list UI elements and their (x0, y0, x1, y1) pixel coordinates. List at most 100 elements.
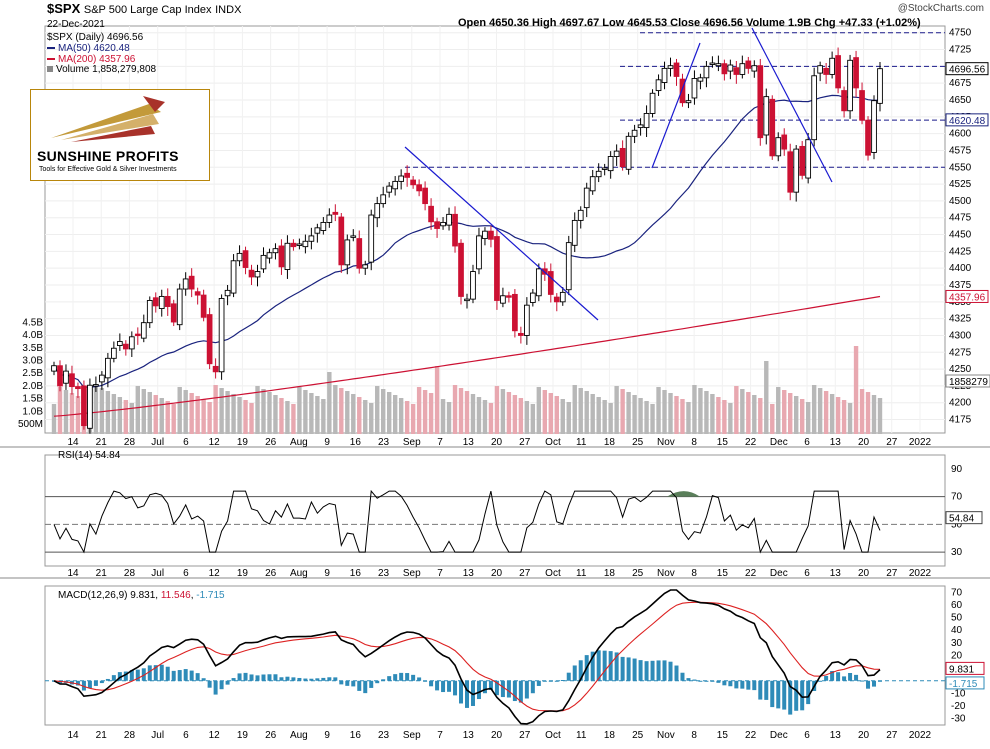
macd-histogram-bar (698, 680, 703, 682)
candle-body (643, 113, 650, 129)
price-x-label: 13 (830, 437, 842, 448)
macd-histogram-bar (267, 674, 272, 681)
macd-tick-label: 40 (951, 625, 963, 636)
macd-histogram-bar (512, 680, 517, 702)
price-x-label: 19 (237, 437, 249, 448)
macd-histogram-bar (375, 680, 380, 684)
volume-bar (440, 399, 446, 434)
macd-histogram-bar (866, 680, 871, 689)
candle-body (691, 78, 698, 99)
candle-body (332, 211, 339, 215)
candle-body (140, 322, 147, 339)
candle-body (176, 288, 183, 326)
macd-value-box (945, 661, 985, 675)
macd-histogram-bar (465, 680, 469, 708)
candle-body (793, 148, 800, 193)
candle-body (93, 384, 99, 387)
macd-histogram-bar (596, 650, 601, 681)
volume-bar (452, 385, 458, 434)
price-x-label: Dec (770, 437, 788, 448)
candle-body (254, 271, 261, 278)
candle-body (111, 347, 117, 359)
rsi-x-label: 26 (265, 568, 277, 579)
macd-histogram-bar (195, 673, 200, 681)
price-tick-label: 4525 (949, 179, 972, 190)
candle-body (386, 185, 393, 193)
volume-bar (315, 396, 320, 434)
candle-body (464, 298, 470, 302)
price-tick-label: 4425 (949, 246, 972, 257)
symbol: $SPX (47, 1, 81, 16)
candle-body (428, 205, 434, 223)
macd-histogram-bar (345, 680, 350, 686)
candle-body (859, 90, 865, 121)
candle-body (583, 187, 590, 209)
volume-bar (644, 401, 649, 434)
price-tick-label: 4325 (949, 314, 972, 325)
macd-histogram-bar (207, 680, 212, 688)
macd-x-label: 22 (745, 730, 757, 741)
candle-body (494, 236, 500, 301)
price-tick-label: 4650 (949, 95, 972, 106)
volume-bar (446, 402, 452, 434)
macd-histogram-bar (123, 671, 128, 681)
macd-histogram-bar (441, 680, 446, 693)
macd-x-label: Jul (151, 730, 164, 741)
sunshine-profits-logo: SUNSHINE PROFITS Tools for Effective Gol… (30, 89, 210, 181)
rsi-tick-label: 50 (951, 519, 963, 530)
candle-body (75, 386, 81, 390)
macd-tick-label: 50 (951, 613, 963, 624)
volume-bar (740, 389, 745, 434)
macd-histogram-bar (800, 680, 805, 711)
macd-histogram-bar (494, 680, 499, 696)
volume-bar (51, 404, 57, 434)
rsi-x-label: Dec (770, 568, 788, 579)
candle-body (607, 156, 614, 172)
macd-histogram-bar (578, 660, 583, 681)
candle-body (853, 57, 859, 89)
candle-body (440, 221, 446, 227)
macd-histogram-bar (518, 680, 523, 703)
macd-histogram-bar (417, 677, 422, 681)
candle-body (721, 63, 728, 75)
volume-bar (219, 388, 224, 434)
rsi-x-label: 13 (830, 568, 842, 579)
candle-body (105, 357, 111, 379)
candle-body (164, 295, 171, 307)
macd-histogram-bar (339, 680, 344, 685)
volume-bar (345, 391, 350, 434)
volume-bar (195, 396, 200, 434)
macd-histogram-bar (93, 680, 98, 686)
volume-tick-label: 1.0B (22, 406, 43, 417)
volume-tick-label: 3.0B (22, 356, 43, 367)
macd-histogram-bar (632, 658, 637, 681)
candle-body (398, 175, 405, 182)
candle-body (212, 365, 219, 373)
price-x-label: 6 (183, 437, 189, 448)
macd-histogram-bar (710, 680, 715, 682)
volume-bar (626, 392, 631, 434)
legend-ma50: MA(50) 4620.48 (47, 43, 130, 54)
candle-body (757, 65, 764, 139)
macd-x-label: 26 (265, 730, 277, 741)
price-x-label: 6 (804, 437, 810, 448)
volume-bar (249, 403, 254, 434)
macd-histogram-bar (878, 680, 882, 682)
candle-body (697, 77, 704, 82)
candle-body (63, 370, 69, 384)
macd-x-label: 12 (209, 730, 221, 741)
macd-histogram-bar (165, 666, 170, 681)
volume-bar (369, 403, 374, 434)
volume-bar (111, 394, 117, 434)
macd-x-label: Aug (290, 730, 308, 741)
rsi-x-label: 6 (183, 568, 189, 579)
macd-x-label: Nov (657, 730, 675, 741)
volume-bar (764, 361, 769, 434)
rsi-line (53, 489, 881, 554)
price-tick-label: 4725 (949, 45, 972, 56)
candle-body (571, 219, 578, 246)
candle-body (128, 336, 135, 350)
volume-bar (614, 386, 619, 434)
volume-bar (213, 385, 218, 434)
macd-histogram-bar (429, 680, 434, 687)
